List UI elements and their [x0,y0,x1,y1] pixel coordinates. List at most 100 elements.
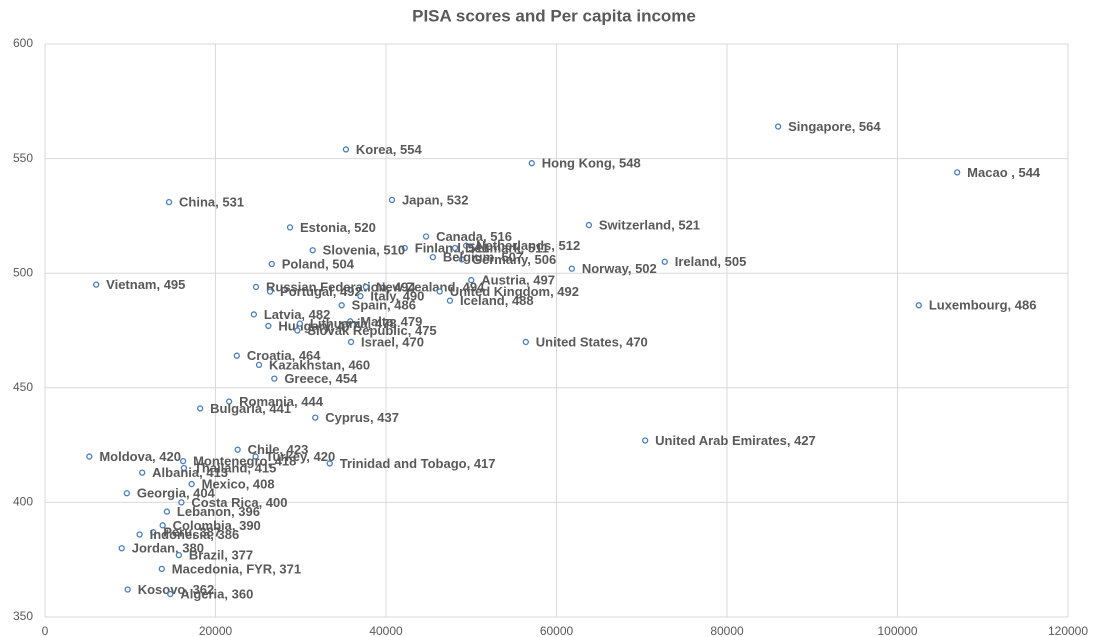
data-label: Netherlands, 512 [476,238,580,253]
point [528,160,535,167]
data-label: Vietnam, 495 [106,277,185,292]
point [661,258,668,265]
data-label: United Kingdom, 492 [450,284,579,299]
point [86,453,93,460]
x-tick-label: 80000 [710,624,744,637]
point [178,499,185,506]
point [347,318,354,325]
point [159,522,166,529]
data-label: Indonesia, 386 [150,527,240,542]
point [234,446,241,453]
point [252,453,259,460]
data-label: Macedonia, FYR, 371 [172,561,301,576]
data-label: Switzerland, 521 [599,218,700,233]
data-label: Denmark, 511 [465,240,549,255]
point [347,338,355,346]
point [175,551,182,559]
data-label: Latvia, 482 [264,307,331,322]
x-tick-label: 0 [42,624,49,637]
point [429,254,437,261]
point [188,480,195,488]
point [180,464,188,472]
data-label: Slovenia, 510 [323,243,405,258]
data-label: Algeria, 360 [180,587,253,602]
data-label: Canada, 516 [436,229,512,244]
data-label: Mexico, 408 [202,477,275,492]
data-label: Croatia, 464 [247,348,321,363]
point [326,460,333,467]
data-label: Germany, 506 [472,252,556,267]
data-label: Hong Kong, 548 [542,156,641,171]
data-label: Israel, 470 [361,334,424,349]
point [197,405,204,412]
data-label: Chile, 423 [248,442,309,457]
data-label: Lebanon, 396 [177,504,260,519]
x-tick-label: 20000 [199,624,233,637]
data-label: Montenegro, 418 [193,454,296,469]
data-label: Georgia, 404 [137,486,216,501]
point [451,244,459,252]
point [150,529,157,536]
data-label: Japan, 532 [402,192,469,207]
point [312,414,319,421]
point [265,322,272,330]
point [422,233,430,240]
point [123,490,130,497]
x-tick-label: 120000 [1048,624,1088,637]
point [401,244,408,252]
point [255,361,263,369]
point [268,260,275,268]
data-label: Iceland, 488 [460,293,534,308]
data-label: Slovak Republic, 475 [307,323,436,338]
point [136,531,143,538]
point [266,288,274,295]
data-label: Bulgaria, 441 [210,401,291,416]
data-label: Estonia, 520 [300,220,376,235]
point [286,224,294,231]
point [388,196,396,204]
data-label: Russian Federation, 494 [266,279,416,294]
data-label: Luxembourg, 486 [929,298,1037,313]
y-tick-label: 500 [13,265,33,279]
point [458,256,466,263]
data-label: Austria, 497 [481,273,555,288]
point [954,169,961,176]
y-tick-label: 450 [13,380,33,394]
chart-title: PISA scores and Per capita income [412,6,696,25]
data-label: Spain, 486 [352,298,416,313]
point [309,247,316,254]
data-label: Jordan, 380 [132,541,204,556]
point [296,320,304,327]
point [585,221,593,229]
y-tick-label: 400 [13,495,33,509]
data-label: China, 531 [179,195,244,210]
point [271,375,278,382]
point [225,398,233,405]
point [167,590,174,598]
point [357,292,364,300]
data-label: Kazakhstan, 460 [269,357,370,372]
x-tick-label: 40000 [369,624,403,637]
point [252,283,260,291]
point [915,302,922,309]
data-label: Greece, 454 [284,371,358,386]
data-label: Norway, 502 [582,261,657,276]
point [468,276,475,284]
point [139,469,146,476]
point [775,123,782,130]
data-label: Macao , 544 [967,165,1041,180]
data-label: Ireland, 505 [675,254,747,269]
x-tick-label: 100000 [877,624,917,637]
point [568,265,575,272]
point [93,281,100,288]
data-label: Cyprus, 437 [325,410,399,425]
y-tick-label: 350 [13,609,33,623]
data-label: Kosovo, 362 [138,582,215,597]
data-label: Portugal, 492 [280,284,362,299]
point [446,297,454,304]
data-label: Malta, 479 [360,314,422,329]
point [338,302,345,309]
point [233,352,240,359]
data-label: Turkey, 420 [266,449,336,464]
